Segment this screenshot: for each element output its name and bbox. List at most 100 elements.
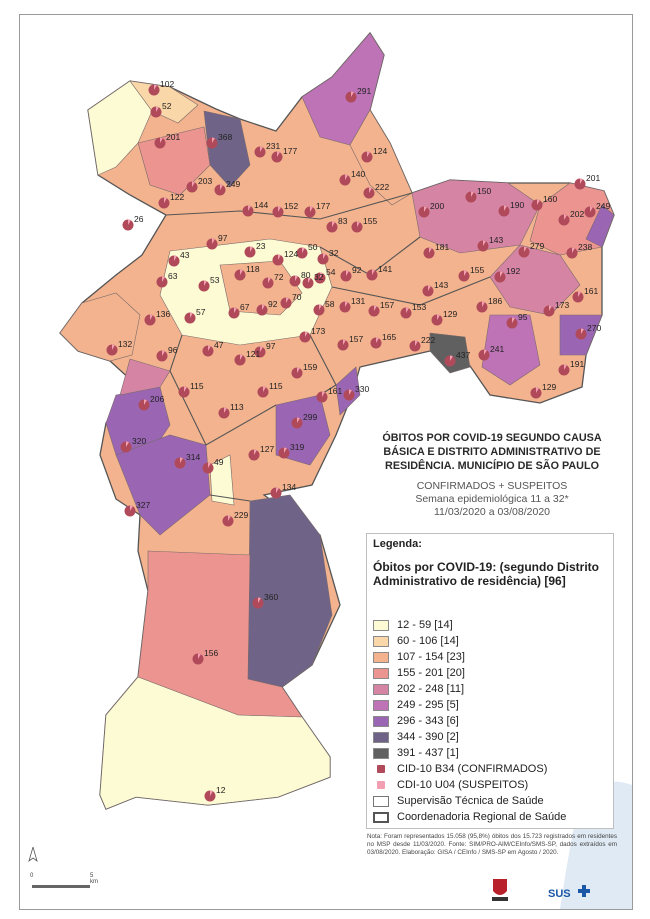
district-pie-suspected [284, 447, 287, 453]
district-pie-suspected [112, 344, 115, 350]
district-pie-suspected [581, 328, 584, 334]
district-pie-suspected [512, 317, 515, 323]
legend-class-7: 344 - 390 [2] [373, 730, 459, 744]
sus-logo-icon: SUS [548, 885, 590, 900]
district-count-label: 47 [214, 340, 224, 350]
district-pie-suspected [268, 277, 271, 283]
district-count-label: 115 [190, 381, 204, 391]
district-pie-suspected [254, 449, 257, 455]
district-count-label: 43 [180, 250, 190, 260]
district-count-label: 177 [283, 146, 297, 156]
district-pie-suspected [192, 181, 195, 187]
district-count-label: 132 [118, 339, 132, 349]
legend-swatch [373, 651, 389, 663]
district-pie-suspected [190, 312, 193, 318]
district-count-label: 129 [443, 309, 457, 319]
district-pie-suspected [224, 407, 227, 413]
district-pie-suspected [278, 254, 281, 260]
district-count-label: 319 [290, 442, 304, 452]
district-pie-suspected [130, 505, 133, 511]
district-count-label: 327 [136, 500, 150, 510]
district-count-label: 160 [543, 194, 557, 204]
legend-title: Legenda: [373, 538, 422, 550]
scale-end-label: 5 km [90, 873, 98, 885]
district-count-label: 200 [430, 201, 444, 211]
district-pie-suspected [406, 307, 409, 313]
district-count-label: 134 [282, 482, 296, 492]
district-count-label: 201 [166, 132, 180, 142]
district-count-label: 360 [264, 592, 278, 602]
district-count-label: 26 [134, 214, 144, 224]
district-pie-suspected [160, 137, 163, 143]
district-region-grajau [247, 494, 333, 688]
district-count-label: 155 [470, 265, 484, 275]
district-count-label: 165 [382, 332, 396, 342]
district-pie-suspected [144, 399, 147, 405]
district-pie-suspected [276, 487, 279, 493]
district-pie-suspected [320, 272, 323, 278]
district-pie-suspected [471, 191, 474, 197]
district-count-label: 131 [351, 296, 365, 306]
legend-class-6: 296 - 343 [6] [373, 714, 459, 728]
district-count-label: 231 [266, 141, 280, 151]
district-pie-suspected [437, 314, 440, 320]
district-pie-suspected [162, 350, 165, 356]
district-pie-suspected [295, 275, 298, 281]
district-pie-suspected [302, 247, 305, 253]
legend: Legenda: Óbitos por COVID-19: (segundo D… [366, 533, 614, 829]
district-pie-suspected [349, 389, 352, 395]
legend-boundary-thick: Coordenadoria Regional de Saúde [373, 810, 566, 824]
district-pie-suspected [262, 304, 265, 310]
district-pie-suspected [220, 184, 223, 190]
district-count-label: 118 [246, 264, 260, 274]
district-count-label: 159 [303, 362, 317, 372]
district-count-label: 80 [301, 270, 311, 280]
district-pie-suspected [156, 106, 159, 112]
district-count-label: 249 [226, 179, 240, 189]
district-count-label: 95 [518, 312, 528, 322]
district-pie-suspected [260, 346, 263, 352]
district-count-label: 143 [489, 235, 503, 245]
district-count-label: 330 [355, 384, 369, 394]
district-count-label: 115 [269, 381, 283, 391]
district-pie-suspected [310, 206, 313, 212]
district-pie-suspected [234, 307, 237, 313]
district-pie-layer [106, 84, 596, 802]
legend-swatch [373, 683, 389, 695]
district-region-campo-limpo [119, 358, 171, 396]
district-count-label: 150 [477, 186, 491, 196]
legend-symbol-suspected: CDI-10 U04 (SUSPEITOS) [373, 778, 528, 792]
district-pie-suspected [240, 269, 243, 275]
district-count-label: 320 [132, 436, 146, 446]
district-pie-suspected [580, 178, 583, 184]
district-count-label: 124 [373, 146, 387, 156]
district-count-label: 190 [510, 200, 524, 210]
district-count-label: 203 [198, 176, 212, 186]
confirmed-marker [377, 765, 385, 773]
district-pie-suspected [250, 246, 253, 252]
legend-class-8: 391 - 437 [1] [373, 746, 459, 760]
district-pie-suspected [128, 219, 131, 225]
scale-bar: 0 5 km [30, 873, 102, 895]
district-pie-suspected [428, 285, 431, 291]
district-count-label: 156 [204, 648, 218, 658]
city-seal-icon [492, 879, 508, 901]
district-pie-suspected [208, 462, 211, 468]
legend-swatch [373, 747, 389, 759]
district-pie-suspected [212, 137, 215, 143]
legend-class-1: 60 - 106 [14] [373, 634, 459, 648]
scale-bar-line [32, 885, 90, 888]
district-pie-suspected [319, 304, 322, 310]
thin-boundary-swatch [373, 795, 389, 807]
district-region-north-tall [129, 80, 199, 124]
district-count-label: 222 [421, 335, 435, 345]
district-pie-suspected [500, 271, 503, 277]
district-count-label: 161 [584, 286, 598, 296]
district-count-label: 291 [357, 86, 371, 96]
district-count-label: 314 [186, 452, 200, 462]
district-pie-suspected [198, 653, 201, 659]
district-pie-suspected [367, 151, 370, 157]
district-count-label: 173 [555, 300, 569, 310]
district-count-label: 96 [168, 345, 178, 355]
district-region-sapopemba [429, 332, 471, 374]
